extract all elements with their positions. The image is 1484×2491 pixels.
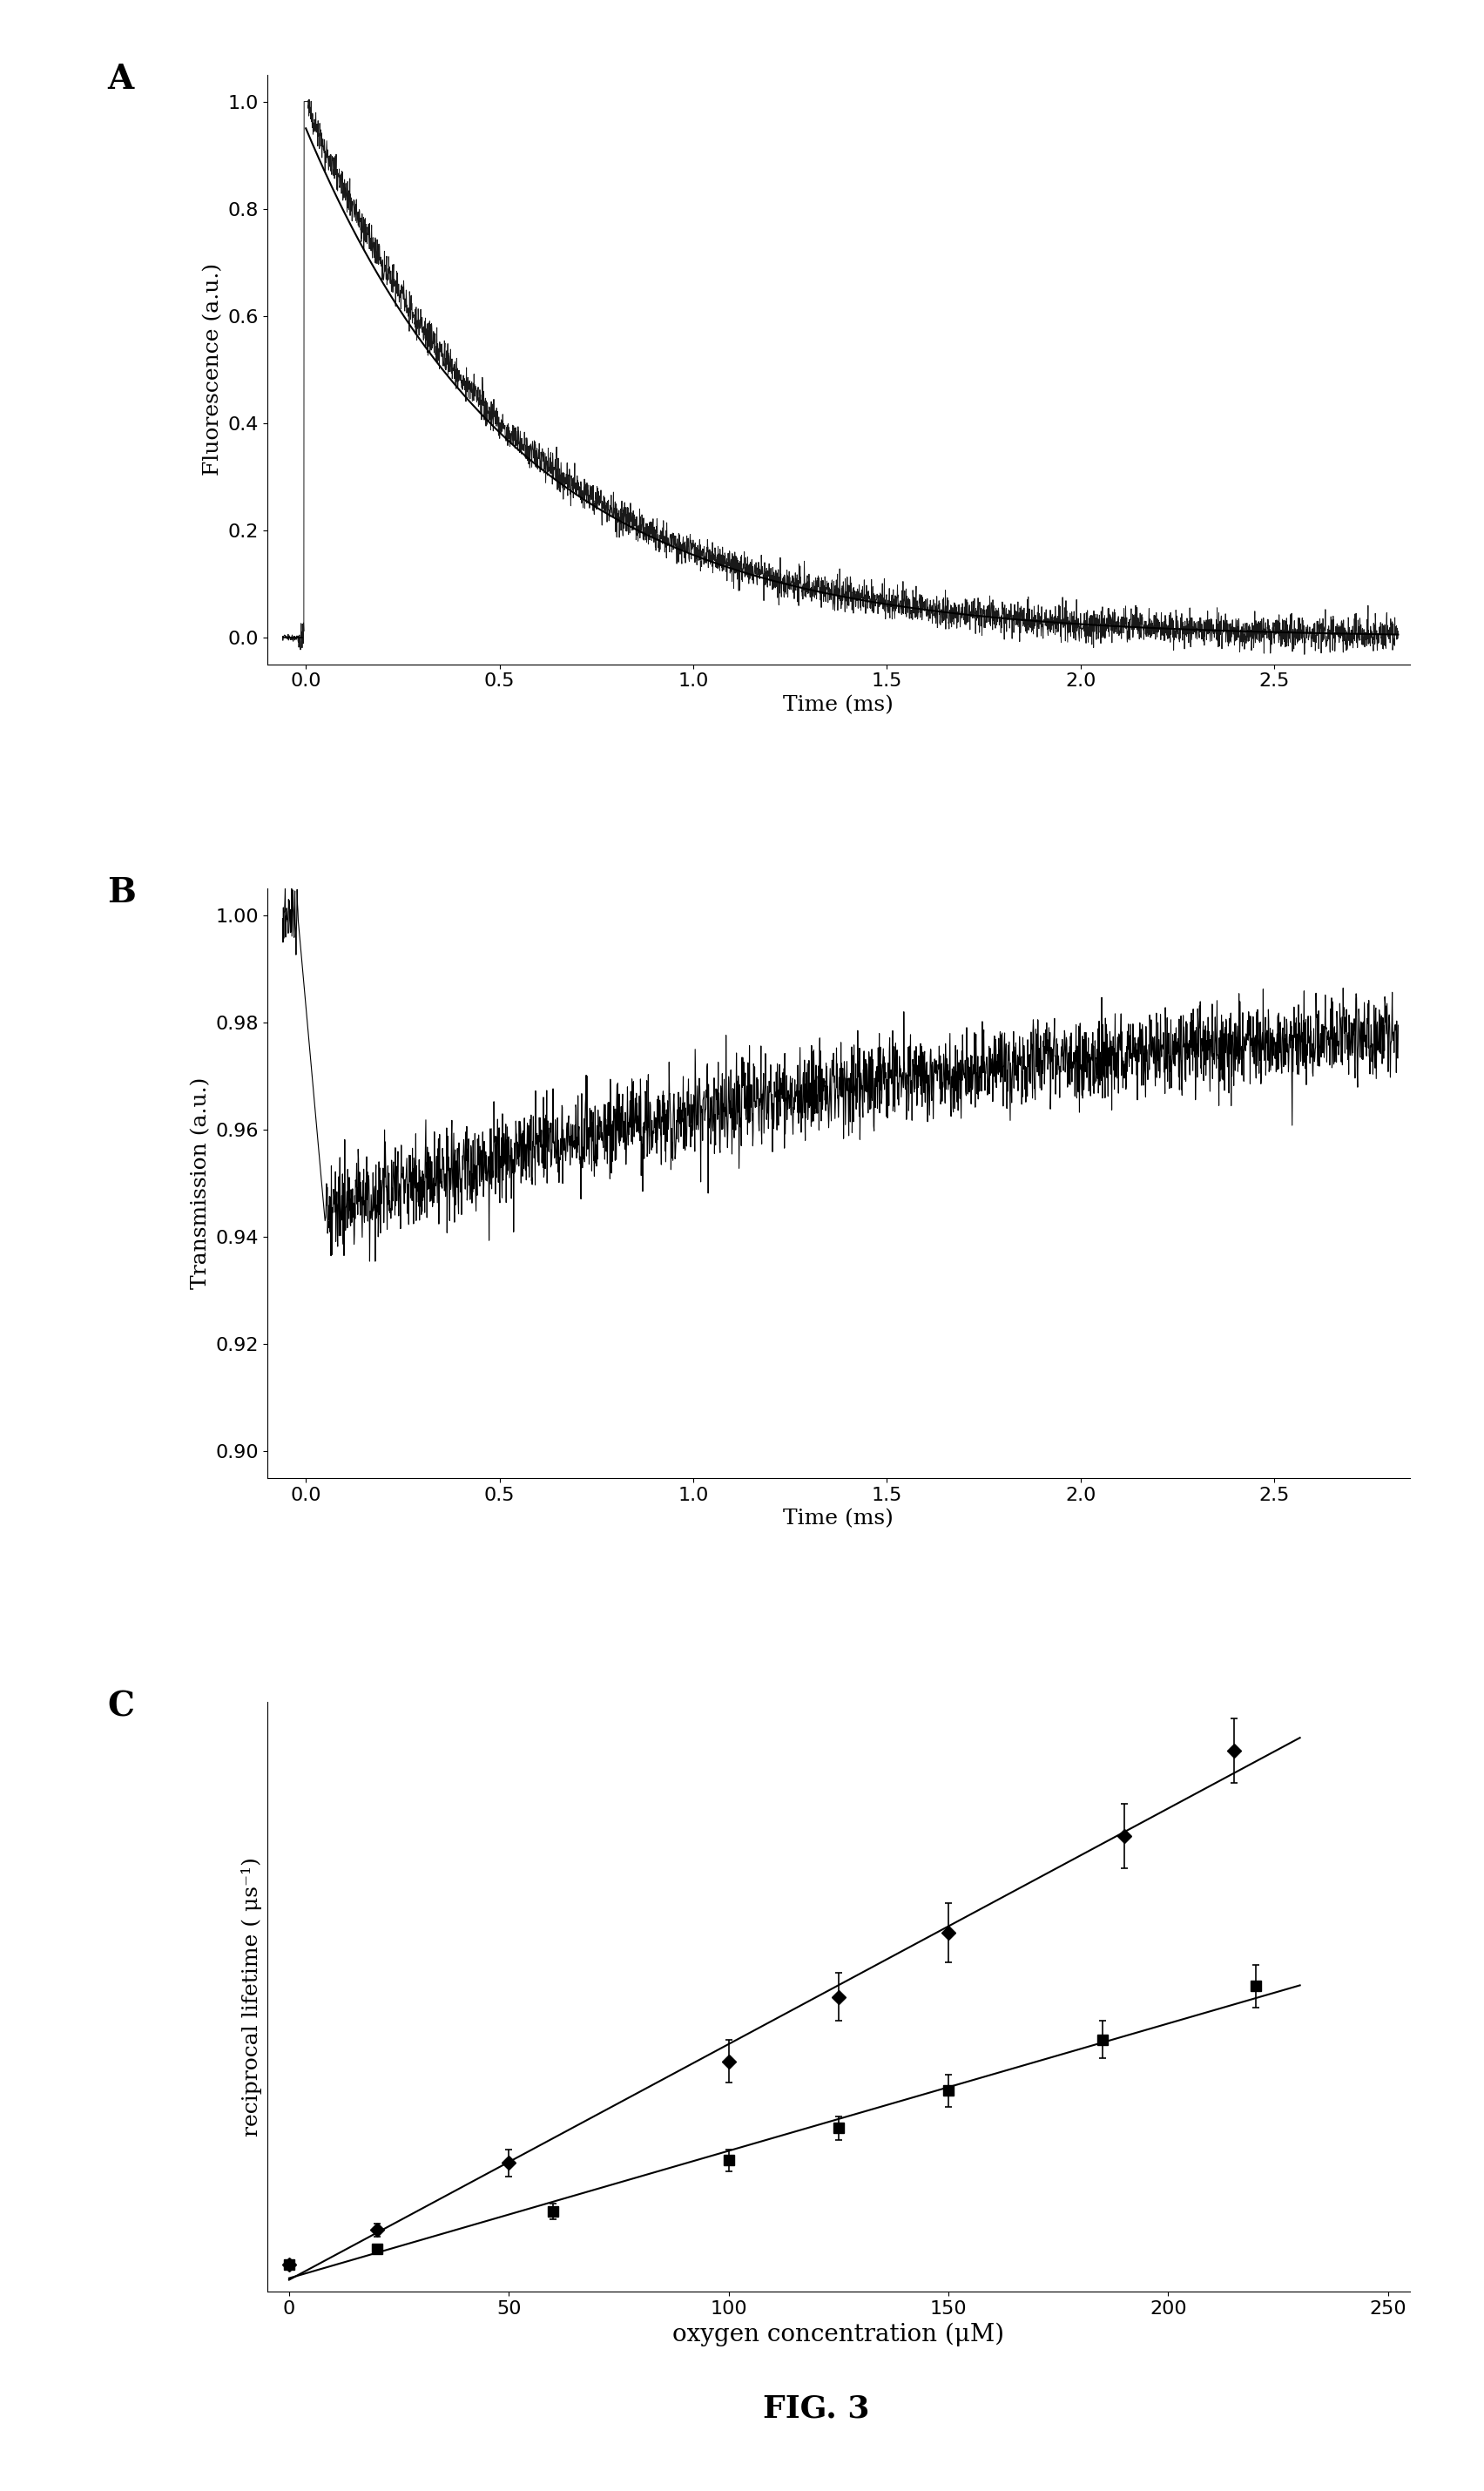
X-axis label: oxygen concentration (μM): oxygen concentration (μM) (672, 2322, 1005, 2347)
X-axis label: Time (ms): Time (ms) (784, 1510, 893, 1529)
X-axis label: Time (ms): Time (ms) (784, 695, 893, 715)
Text: FIG. 3: FIG. 3 (763, 2394, 870, 2424)
Y-axis label: Transmission (a.u.): Transmission (a.u.) (190, 1076, 211, 1290)
Y-axis label: Fluorescence (a.u.): Fluorescence (a.u.) (203, 264, 223, 476)
Y-axis label: reciprocal lifetime ( μs⁻¹): reciprocal lifetime ( μs⁻¹) (242, 1858, 263, 2137)
Text: A: A (107, 62, 134, 97)
Text: C: C (107, 1691, 134, 1724)
Text: B: B (107, 877, 135, 909)
